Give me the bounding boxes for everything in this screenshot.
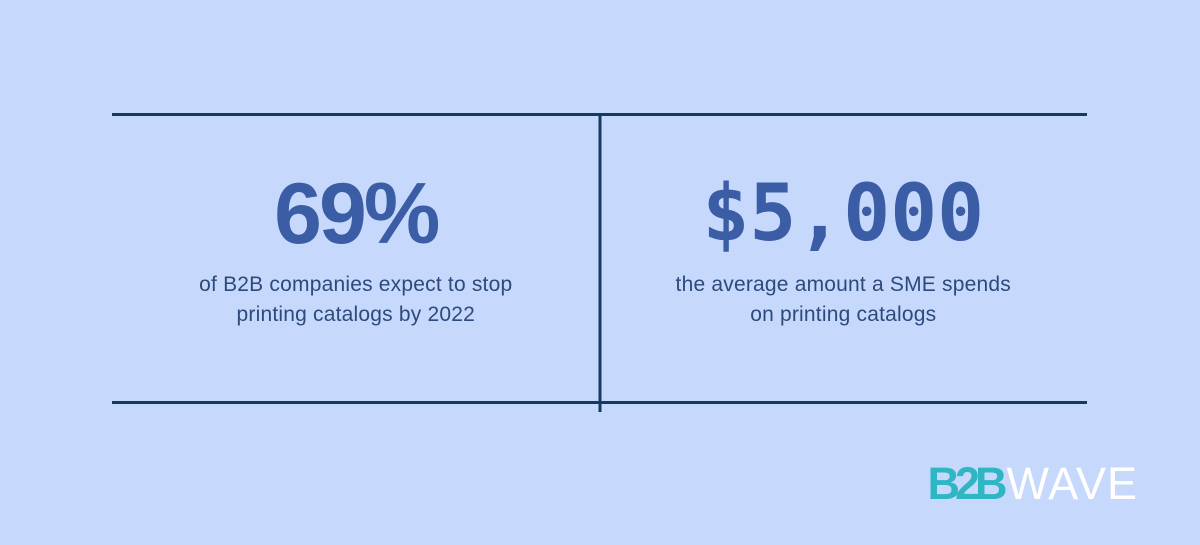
caption-line-1: of B2B companies expect to stop (199, 273, 513, 296)
logo-b2b-text: B2B (927, 458, 1007, 509)
stat-caption-catalog-stop: of B2B companies expect to stop printing… (199, 270, 512, 330)
logo-wave-text: WAVE (1006, 458, 1138, 509)
stat-value-percent: 69% (274, 166, 440, 262)
stat-card-catalog-stop: 69% of B2B companies expect to stop prin… (112, 116, 600, 401)
stat-card-avg-spend: $5,000 the average amount a SME spends o… (600, 116, 1088, 401)
b2bwave-logo: B2B WAVE (927, 458, 1138, 510)
caption-line-1: the average amount a SME spends (675, 273, 1011, 296)
stat-caption-avg-spend: the average amount a SME spends on print… (676, 270, 1011, 330)
caption-line-2: on printing catalogs (750, 303, 937, 326)
stat-value-amount: $5,000 (702, 169, 985, 259)
caption-line-2: printing catalogs by 2022 (236, 303, 475, 326)
stats-table: 69% of B2B companies expect to stop prin… (112, 113, 1088, 412)
vertical-divider (598, 113, 601, 412)
